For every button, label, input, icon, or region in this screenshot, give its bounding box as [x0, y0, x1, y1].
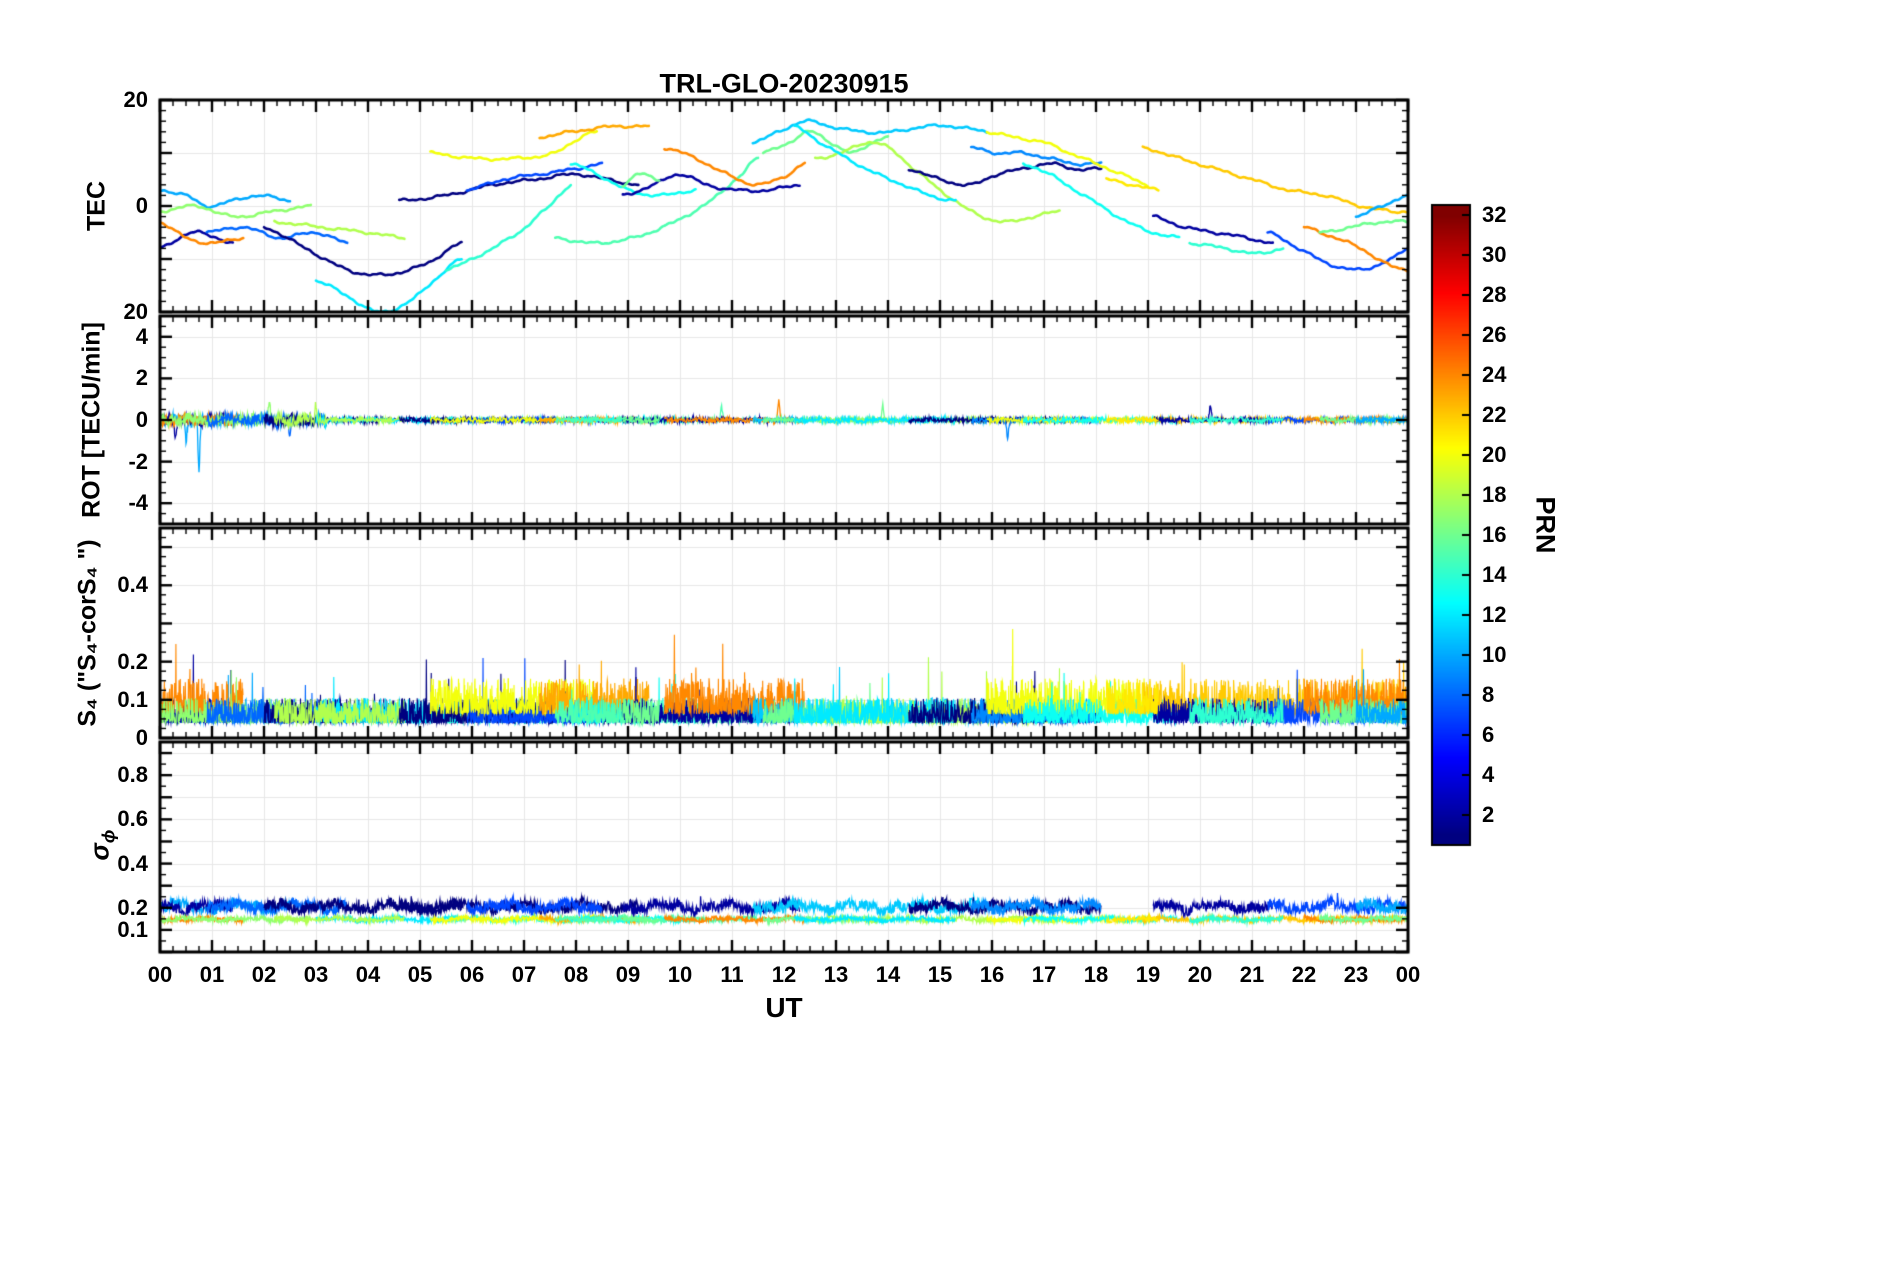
colorbar-tick-label: 4: [1482, 762, 1495, 787]
s4-ytick-label: 0.2: [117, 648, 148, 674]
x-tick-label: 02: [251, 962, 277, 987]
x-tick-label: 18: [1083, 962, 1109, 987]
colorbar-tick-label: 8: [1482, 682, 1495, 707]
chart-title: TRL-GLO-20230915: [659, 68, 909, 99]
colorbar-tick-label: 32: [1482, 202, 1507, 227]
colorbar-tick-label: 16: [1482, 522, 1507, 547]
rot-ytick-label: -4: [128, 490, 148, 516]
colorbar-tick-label: 24: [1482, 362, 1507, 387]
rot-ytick-label: 0: [135, 407, 148, 432]
colorbar-tick-label: 14: [1482, 562, 1507, 587]
x-tick-label: 00: [1395, 962, 1421, 987]
x-tick-label: 21: [1239, 962, 1265, 987]
s4-axis-label: S₄ ("S₄-corS₄ "): [73, 539, 102, 727]
x-tick-label: 07: [511, 962, 537, 987]
tec-ytick-label: 20: [123, 299, 148, 324]
colorbar-tick-label: 12: [1482, 602, 1507, 627]
x-tick-label: 08: [563, 962, 589, 987]
x-tick-label: 01: [199, 962, 225, 987]
rot-ytick-label: 2: [135, 365, 148, 391]
sigma-symbol: σ: [84, 843, 115, 861]
x-tick-label: 10: [667, 962, 693, 987]
x-tick-label: 13: [823, 962, 849, 987]
s4-ytick-label: 0.4: [117, 572, 148, 598]
rot-ytick-label: 4: [135, 323, 148, 349]
colorbar-label: PRN: [1530, 496, 1561, 554]
tec-ytick-label: 20: [123, 87, 148, 112]
x-tick-label: 03: [303, 962, 329, 987]
x-axis-label: UT: [765, 992, 803, 1023]
x-tick-label: 14: [875, 962, 901, 987]
tec-axis-label: TEC: [82, 181, 111, 231]
x-tick-label: 15: [927, 962, 953, 987]
x-tick-label: 16: [979, 962, 1005, 987]
x-tick-label: 09: [615, 962, 641, 987]
colorbar-tick-label: 22: [1482, 402, 1507, 427]
sigma-ytick-label: 0.8: [117, 762, 148, 788]
colorbar-tick-label: 26: [1482, 322, 1507, 347]
x-tick-label: 06: [459, 962, 485, 987]
rot-ytick-label: -2: [128, 448, 148, 474]
sigma-ytick-label: 0.4: [117, 850, 148, 876]
colorbar-tick-label: 20: [1482, 442, 1507, 467]
x-tick-label: 00: [147, 962, 173, 987]
rot-axis-label: ROT [TECU/min]: [77, 322, 106, 518]
x-tick-label: 22: [1291, 962, 1317, 987]
x-tick-label: 19: [1135, 962, 1161, 987]
sigma-ytick-label: 0.2: [117, 894, 148, 920]
s4-ytick-label: 0: [135, 725, 148, 750]
phi-subscript: ϕ: [98, 829, 119, 844]
s4-ytick-label: 0.1: [117, 686, 148, 712]
colorbar-tick-label: 28: [1482, 282, 1507, 307]
x-tick-label: 05: [407, 962, 433, 987]
sigma-phi-axis-label: σϕ: [84, 830, 119, 861]
sigma-ytick-label: 0.1: [117, 916, 148, 942]
x-tick-label: 11: [720, 962, 744, 987]
x-tick-label: 17: [1031, 962, 1057, 987]
x-tick-label: 23: [1343, 962, 1369, 987]
colorbar-tick-label: 30: [1482, 242, 1507, 267]
x-tick-label: 04: [355, 962, 381, 987]
colorbar-tick-label: 6: [1482, 722, 1495, 747]
x-tick-label: 12: [771, 962, 797, 987]
colorbar-tick-label: 2: [1482, 802, 1495, 827]
sigma-ytick-label: 0.6: [117, 806, 148, 832]
colorbar-tick-label: 10: [1482, 642, 1507, 667]
colorbar-tick-label: 18: [1482, 482, 1507, 507]
tec-ytick-label: 0: [135, 193, 148, 218]
x-tick-label: 20: [1187, 962, 1213, 987]
